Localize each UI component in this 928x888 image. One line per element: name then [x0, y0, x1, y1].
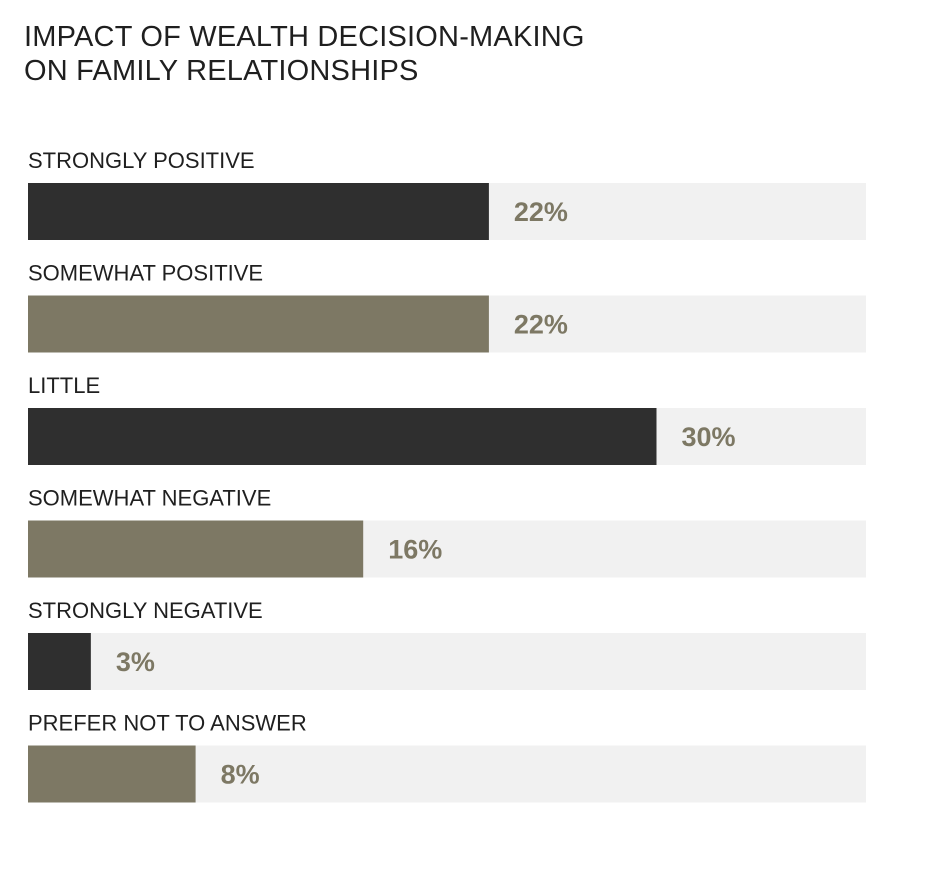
chart-title: IMPACT OF WEALTH DECISION-MAKING ON FAMI… — [24, 20, 585, 88]
value-label: 8% — [221, 760, 260, 790]
bar-row: STRONGLY NEGATIVE 3% — [28, 598, 866, 690]
bar-row: STRONGLY POSITIVE 22% — [28, 148, 866, 240]
category-label: LITTLE — [28, 373, 100, 398]
value-label: 3% — [116, 647, 155, 677]
category-label: STRONGLY NEGATIVE — [28, 598, 263, 623]
value-label: 22% — [514, 197, 568, 227]
category-label: PREFER NOT TO ANSWER — [28, 711, 307, 736]
value-label: 16% — [388, 535, 442, 565]
bar-track — [28, 633, 866, 690]
bar — [28, 183, 489, 240]
bar — [28, 633, 91, 690]
chart-title-line-2: ON FAMILY RELATIONSHIPS — [24, 55, 419, 87]
chart-title-line-1: IMPACT OF WEALTH DECISION-MAKING — [24, 21, 585, 53]
bar — [28, 295, 489, 353]
category-label: STRONGLY POSITIVE — [28, 148, 255, 173]
bar — [28, 520, 364, 578]
category-label: SOMEWHAT NEGATIVE — [28, 486, 271, 511]
bar-row: SOMEWHAT POSITIVE 22% — [28, 261, 866, 353]
bar — [28, 745, 196, 803]
bar-row: LITTLE 30% — [28, 373, 866, 465]
bar-row: SOMEWHAT NEGATIVE 16% — [28, 486, 866, 578]
category-label: SOMEWHAT POSITIVE — [28, 261, 263, 286]
bar — [28, 408, 657, 465]
bar-row: PREFER NOT TO ANSWER 8% — [28, 711, 866, 803]
value-label: 22% — [514, 310, 568, 340]
value-label: 30% — [682, 422, 736, 452]
